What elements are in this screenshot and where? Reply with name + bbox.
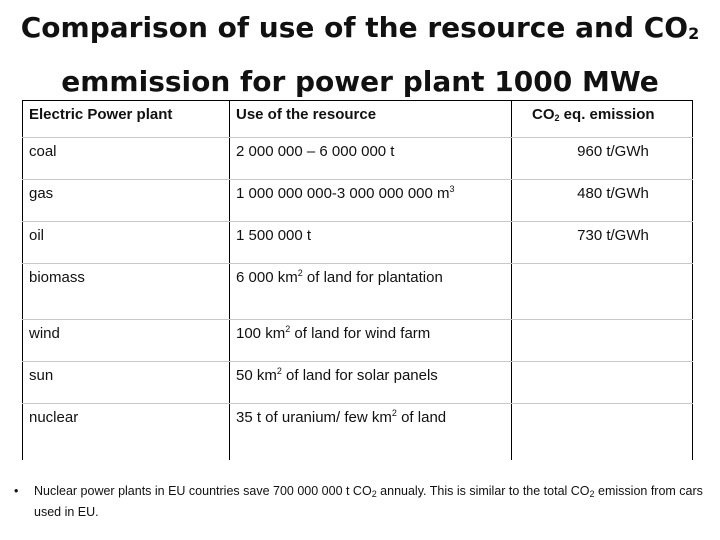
table-row: nuclear 35 t of uranium/ few km2 of land	[22, 403, 693, 460]
cell-resource: 6 000 km2 of land for plantation	[229, 263, 512, 320]
cell-emission	[511, 403, 693, 460]
cell-emission	[511, 319, 693, 362]
table-row: coal 2 000 000 – 6 000 000 t 960 t/GWh	[22, 137, 693, 180]
cell-emission: 730 t/GWh	[511, 221, 693, 264]
cell-emission	[511, 263, 693, 320]
table-row: gas 1 000 000 000-3 000 000 000 m3 480 t…	[22, 179, 693, 222]
page-title: Comparison of use of the resource and CO…	[0, 4, 720, 106]
table-row: biomass 6 000 km2 of land for plantation	[22, 263, 693, 320]
cell-resource: 35 t of uranium/ few km2 of land	[229, 403, 512, 460]
cell-emission: 480 t/GWh	[511, 179, 693, 222]
cell-plant: oil	[22, 221, 230, 264]
table-row: wind 100 km2 of land for wind farm	[22, 319, 693, 362]
footnote-text: Nuclear power plants in EU countries sav…	[34, 484, 703, 519]
title-line-1: Comparison of use of the resource and CO…	[20, 11, 700, 44]
table-row: oil 1 500 000 t 730 t/GWh	[22, 221, 693, 264]
cell-plant: nuclear	[22, 403, 230, 460]
title-line-2: emmission for power plant 1000 MWe	[61, 65, 659, 98]
cell-plant: biomass	[22, 263, 230, 320]
cell-resource: 100 km2 of land for wind farm	[229, 319, 512, 362]
cell-resource: 2 000 000 – 6 000 000 t	[229, 137, 512, 180]
header-resource: Use of the resource	[229, 100, 512, 138]
header-plant: Electric Power plant	[22, 100, 230, 138]
header-emission: CO2 eq. emission	[511, 100, 693, 138]
cell-plant: sun	[22, 361, 230, 404]
footnote: • Nuclear power plants in EU countries s…	[14, 482, 704, 521]
comparison-table: Electric Power plant Use of the resource…	[22, 100, 693, 460]
title-subscript: 2	[688, 24, 700, 43]
table-header-row: Electric Power plant Use of the resource…	[22, 100, 693, 138]
cell-emission	[511, 361, 693, 404]
bullet-icon: •	[14, 484, 19, 498]
table-row: sun 50 km2 of land for solar panels	[22, 361, 693, 404]
cell-plant: coal	[22, 137, 230, 180]
cell-emission: 960 t/GWh	[511, 137, 693, 180]
cell-plant: gas	[22, 179, 230, 222]
cell-plant: wind	[22, 319, 230, 362]
cell-resource: 1 500 000 t	[229, 221, 512, 264]
cell-resource: 1 000 000 000-3 000 000 000 m3	[229, 179, 512, 222]
cell-resource: 50 km2 of land for solar panels	[229, 361, 512, 404]
